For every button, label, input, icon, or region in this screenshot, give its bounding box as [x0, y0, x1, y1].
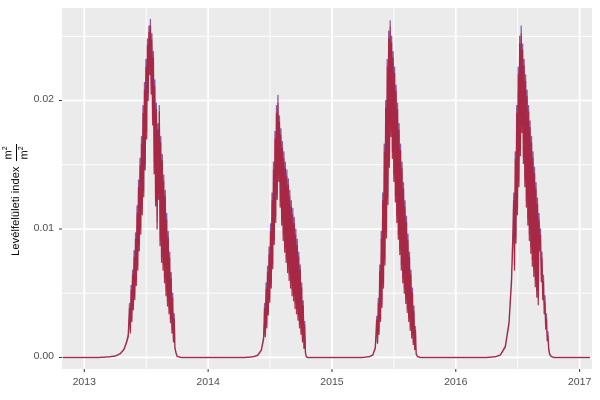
x-tick-label: 2014: [196, 376, 220, 388]
x-tick-label: 2015: [320, 376, 344, 388]
x-tick-label: 2016: [444, 376, 468, 388]
x-tick-label: 2017: [567, 376, 592, 388]
x-tick-label: 2013: [72, 376, 96, 388]
y-tick-label: 0.02: [33, 93, 54, 106]
series-line-series-crimson: [62, 25, 591, 359]
y-tick-label: 0.00: [33, 350, 54, 363]
y-tick-label: 0.01: [33, 221, 54, 234]
